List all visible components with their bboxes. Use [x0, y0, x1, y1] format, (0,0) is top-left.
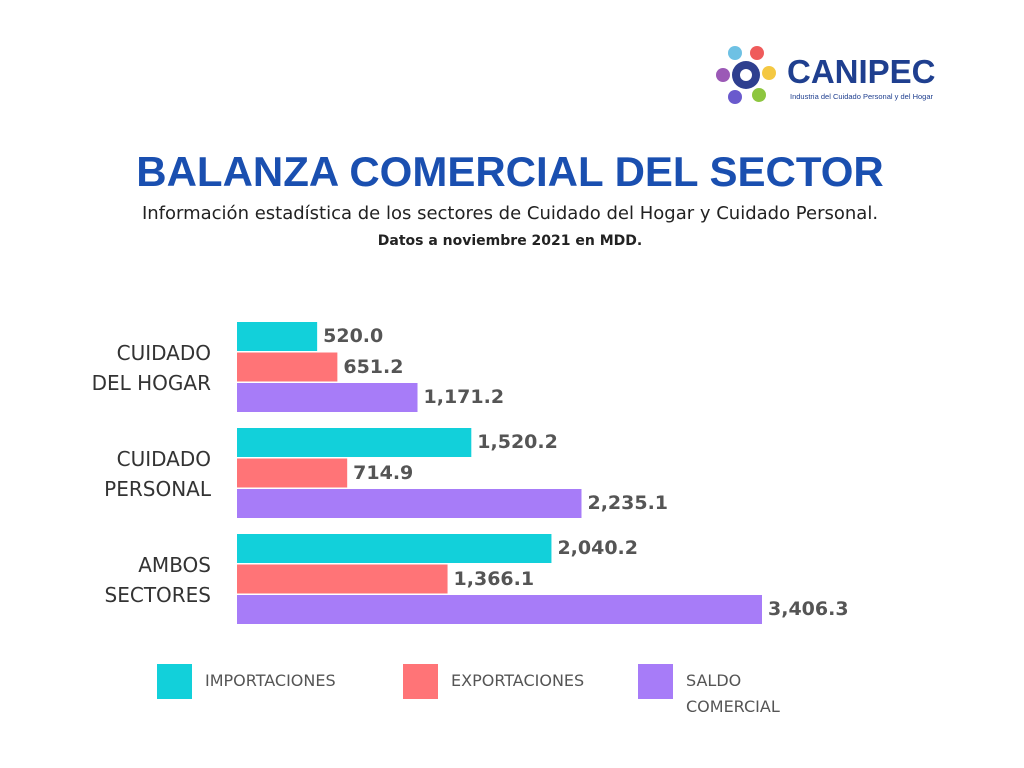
logo-icon: [716, 46, 776, 104]
value-label: 1,520.2: [477, 431, 558, 453]
bar: [237, 458, 348, 488]
value-label: 3,406.3: [768, 598, 849, 620]
legend-label: IMPORTACIONES: [205, 671, 336, 690]
logo-name: CANIPEC: [787, 53, 936, 90]
legend-label: EXPORTACIONES: [451, 671, 585, 690]
bar: [237, 322, 318, 351]
category-label: CUIDADO DEL HOGAR: [91, 340, 211, 395]
value-label: 1,171.2: [423, 386, 505, 408]
value-label: 2,235.1: [587, 492, 669, 514]
bar: [237, 489, 582, 518]
value-label: 714.9: [353, 461, 414, 484]
bar: [237, 564, 448, 594]
bar: [237, 428, 472, 457]
category-label: AMBOS SECTORES: [104, 552, 211, 607]
legend-swatch: [638, 664, 673, 699]
value-label: 520.0: [323, 325, 384, 347]
category-label: CUIDADO PERSONAL: [104, 446, 211, 501]
value-label: 1,366.1: [453, 567, 535, 590]
chart-subtitle: Información estadística de los sectores …: [141, 203, 879, 224]
value-label: 2,040.2: [557, 537, 638, 559]
bar: [237, 383, 418, 412]
bar: [237, 534, 552, 563]
chart-title: BALANZA COMERCIAL DEL SECTOR: [136, 148, 884, 195]
logo-tagline: Industria del Cuidado Personal y del Hog…: [790, 92, 934, 101]
bar: [237, 352, 338, 382]
value-label: 651.2: [343, 355, 404, 378]
chart-note: Datos a noviembre 2021 en MDD.: [377, 233, 643, 249]
bar: [237, 595, 762, 624]
legend-swatch: [403, 664, 438, 699]
legend-label: SALDO COMERCIAL: [686, 671, 780, 716]
legend-swatch: [157, 664, 192, 699]
